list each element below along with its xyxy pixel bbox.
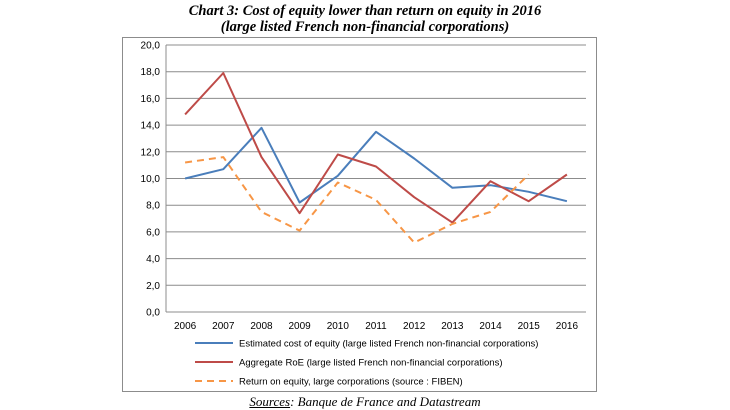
x-tick-label: 2011 bbox=[365, 321, 387, 332]
y-tick-label: 2,0 bbox=[146, 281, 160, 292]
series-line-3 bbox=[184, 156, 530, 244]
y-tick-label: 12,0 bbox=[141, 147, 161, 158]
y-tick-label: 20,0 bbox=[141, 41, 161, 52]
y-tick-label: 0,0 bbox=[146, 308, 160, 319]
source-text: : Banque de France and Datastream bbox=[290, 394, 481, 409]
y-tick-label: 16,0 bbox=[141, 94, 161, 105]
source-label: Sources bbox=[249, 394, 291, 409]
x-tick-label: 2014 bbox=[479, 321, 502, 332]
y-tick-label: 18,0 bbox=[141, 67, 161, 78]
chart-frame: 0,0 2,0 4,0 6,0 8,0 10,0 12,0 14,0 16,0 18,0 20,0 2… bbox=[122, 37, 597, 392]
x-tick-label: 2008 bbox=[250, 321, 273, 332]
y-tick-label: 14,0 bbox=[141, 121, 161, 132]
legend-label-3: Return on equity, large corporations (so… bbox=[239, 377, 463, 388]
x-tick-label: 2009 bbox=[289, 321, 312, 332]
y-tick-label: 4,0 bbox=[146, 254, 160, 265]
chart-title-line-2: (large listed French non-financial corpo… bbox=[220, 19, 510, 35]
chart-title-line-1: Chart 3: Cost of equity lower than retur… bbox=[188, 3, 542, 19]
x-tick-label: 2016 bbox=[556, 321, 579, 332]
source-note: Sources: Banque de France and Datastream bbox=[0, 394, 730, 410]
x-tick-label: 2007 bbox=[212, 321, 235, 332]
x-tick-label: 2013 bbox=[441, 321, 464, 332]
x-tick-label: 2012 bbox=[403, 321, 426, 332]
legend-label-2: Aggregate RoE (large listed French non-f… bbox=[239, 358, 503, 369]
x-tick-label: 2015 bbox=[518, 321, 541, 332]
y-tick-label: 10,0 bbox=[141, 174, 161, 185]
y-tick-label: 8,0 bbox=[146, 201, 160, 212]
line-chart: 0,0 2,0 4,0 6,0 8,0 10,0 12,0 14,0 16,0 18,0 20,0 2… bbox=[141, 41, 586, 388]
y-tick-label: 6,0 bbox=[146, 227, 160, 238]
x-tick-label: 2010 bbox=[327, 321, 350, 332]
legend-label-1: Estimated cost of equity (large listed F… bbox=[239, 339, 538, 350]
x-tick-label: 2006 bbox=[174, 321, 197, 332]
series-line-2 bbox=[184, 72, 568, 224]
